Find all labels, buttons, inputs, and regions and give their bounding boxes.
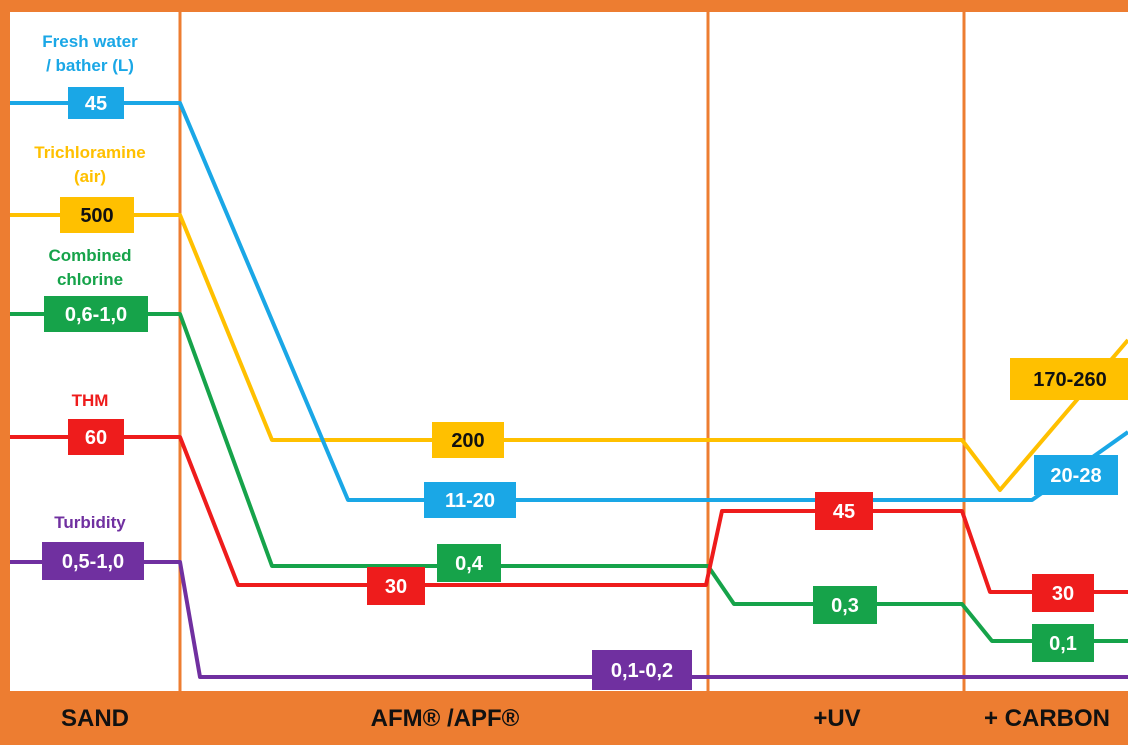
series-title-trichloramine-line-2: (air) bbox=[73, 167, 107, 186]
stage-band bbox=[0, 691, 1128, 745]
combined-chlorine-value-label: 0,6-1,0 bbox=[65, 304, 127, 326]
thm-value-label: 30 bbox=[385, 576, 407, 598]
stage-label-afm-apf: AFM® /APF® bbox=[370, 705, 520, 732]
fresh-water-value-label: 45 bbox=[85, 93, 107, 115]
series-title-thm: THM bbox=[10, 389, 170, 413]
stage-label-carbon: + CARBON bbox=[983, 705, 1110, 732]
thm-value-label: 45 bbox=[833, 501, 855, 523]
combined-chlorine-value-label: 0,3 bbox=[831, 595, 859, 617]
trichloramine-value-label: 170-260 bbox=[1033, 369, 1106, 391]
combined-chlorine-line bbox=[10, 312, 1128, 643]
combined-chlorine-value-label: 0,1 bbox=[1049, 633, 1077, 655]
combined-chlorine-value-box bbox=[1032, 624, 1094, 662]
thm-value-label: 60 bbox=[85, 427, 107, 449]
series-title-combined-chlorine-line-2: chlorine bbox=[56, 270, 124, 289]
trichloramine-value-label: 500 bbox=[80, 205, 113, 227]
thm-line bbox=[10, 435, 1128, 594]
trichloramine-value-box bbox=[1010, 358, 1128, 400]
series-title-fresh-water: Fresh water / bather (L) bbox=[10, 30, 170, 78]
trichloramine-value-label: 200 bbox=[451, 430, 484, 452]
series-title-thm-line-1: THM bbox=[71, 391, 109, 410]
series-title-fresh-water-line-2: / bather (L) bbox=[46, 56, 134, 75]
fresh-water-value-label: 11-20 bbox=[445, 490, 495, 512]
turbidity-value-box bbox=[42, 542, 144, 580]
series-title-fresh-water-line-1: Fresh water bbox=[42, 32, 138, 51]
combined-chlorine-value-box bbox=[813, 586, 877, 624]
fresh-water-value-box bbox=[424, 482, 516, 518]
series-title-trichloramine-line-1: Trichloramine bbox=[34, 143, 146, 162]
stage-label-uv: +UV bbox=[813, 705, 861, 732]
thm-value-box bbox=[68, 419, 124, 455]
combined-chlorine-value-box bbox=[44, 296, 148, 332]
turbidity-value-box bbox=[592, 650, 692, 690]
fresh-water-value-box bbox=[1034, 455, 1118, 495]
combined-chlorine-value-label: 0,4 bbox=[455, 553, 484, 575]
thm-value-box bbox=[367, 567, 425, 605]
fresh-water-value-label: 20-28 bbox=[1050, 465, 1101, 487]
trichloramine-value-box bbox=[432, 422, 504, 458]
stage-label-sand: SAND bbox=[60, 705, 129, 732]
turbidity-value-label: 0,5-1,0 bbox=[62, 551, 124, 573]
thm-value-box bbox=[815, 492, 873, 530]
series-title-combined-chlorine: Combined chlorine bbox=[10, 244, 170, 292]
combined-chlorine-value-box bbox=[437, 544, 501, 582]
thm-value-label: 30 bbox=[1052, 583, 1074, 605]
turbidity-value-label: 0,1-0,2 bbox=[611, 660, 673, 682]
series-title-turbidity: Turbidity bbox=[10, 511, 170, 535]
series-title-turbidity-line-1: Turbidity bbox=[54, 513, 126, 532]
diagram-panel bbox=[10, 12, 1128, 691]
fresh-water-value-box bbox=[68, 87, 124, 119]
trichloramine-line bbox=[10, 213, 1128, 492]
series-title-combined-chlorine-line-1: Combined bbox=[48, 246, 132, 265]
trichloramine-value-box bbox=[60, 197, 134, 233]
series-title-trichloramine: Trichloramine (air) bbox=[10, 141, 170, 189]
thm-value-box bbox=[1032, 574, 1094, 612]
